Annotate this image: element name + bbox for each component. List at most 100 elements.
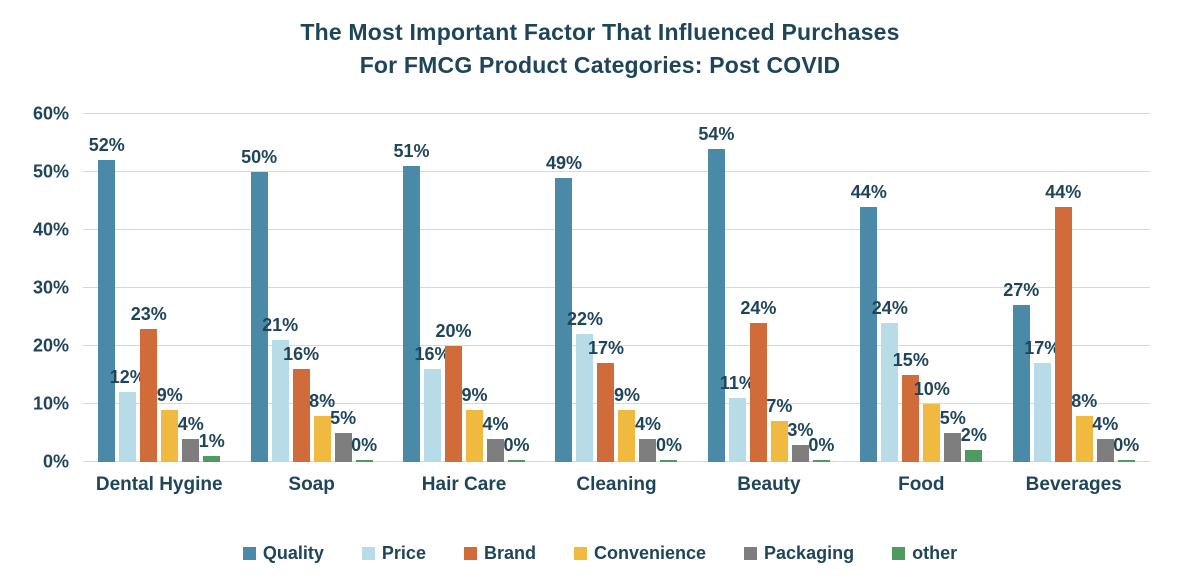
bar-group-food: 44% 24% 15% 10% 5% 2% [845,114,997,462]
y-tick-label-60: 60% [32,103,69,124]
gridline-50 [83,171,1150,172]
bar-brand-cleaning [597,363,615,462]
bar-slot: 3% [787,114,813,462]
bar-brand-beauty [749,322,767,462]
x-axis-label-cleaning: Cleaning [576,474,657,495]
bar-other-cleaning [660,459,678,462]
bar-value-label: 0% [351,434,378,455]
bar-value-label: 20% [435,321,472,342]
bar-value-label: 50% [241,147,278,167]
bar-slot: 16% [415,114,451,462]
bar-brand-dental-hygine [140,328,158,462]
legend-label-other: other [912,543,958,563]
bar-group-dental-hygine: 52% 12% 23% 9% 4% 1% [83,114,235,462]
legend-item-convenience: Convenience [573,543,706,564]
legend-label-packaging: Packaging [764,543,855,563]
bar-packaging-beauty [791,444,809,462]
x-axis-labels: Dental Hygine Soap Hair Care Cleaning Beauty… [83,474,1150,496]
bar-slot: 5% [940,114,966,462]
bar-convenience-beverages [1075,415,1093,462]
bar-other-beauty [812,459,830,462]
plot-area: 0% 10% 20% 30% 40% 50% 60% 52% 12% 23% 9% 4% 1% 50% 2… [33,104,1150,472]
bar-packaging-food [944,433,962,462]
legend-item-packaging: Packaging [744,543,854,564]
bar-value-label: 0% [503,434,530,455]
bar-slot: 16% [283,114,319,462]
bar-value-label: 23% [130,303,167,324]
bar-slot: 44% [1045,114,1081,462]
bar-slot: 0% [656,114,682,462]
bar-slot: 23% [131,114,167,462]
bar-other-soap [355,459,373,462]
bar-slot: 2% [961,114,987,462]
bar-slot: 8% [309,114,335,462]
bar-slot: 15% [893,114,929,462]
bar-convenience-food [923,404,941,462]
bar-value-label: 9% [613,384,640,405]
gridline-0 [83,461,1150,462]
x-axis-label-food: Food [898,474,945,495]
bar-convenience-dental-hygine [161,409,179,462]
legend-item-other: other [892,543,957,564]
bar-value-label: 0% [808,434,835,455]
y-tick-label-30: 30% [32,277,69,298]
bar-other-dental-hygine [203,456,221,462]
bar-price-dental-hygine [119,392,137,462]
bar-slot: 24% [872,114,908,462]
chart-title-line2: For FMCG Product Categories: Post COVID [359,52,841,78]
bar-other-hair-care [508,459,526,462]
bar-value-label: 16% [414,344,451,365]
bar-slot: 24% [740,114,776,462]
y-tick-label-0: 0% [42,451,69,472]
bar-slot: 4% [483,114,509,462]
bar-convenience-soap [313,415,331,462]
bar-value-label: 12% [109,367,146,388]
gridline-10 [83,403,1150,404]
x-axis-label-beauty: Beauty [737,474,801,495]
bar-value-label: 10% [913,379,950,400]
bar-price-beverages [1033,363,1051,462]
x-axis-label-dental-hygine: Dental Hygine [95,474,223,495]
bar-convenience-hair-care [466,409,484,462]
bar-slot: 4% [1092,114,1118,462]
bar-price-hair-care [424,369,442,462]
bar-packaging-soap [334,433,352,462]
bar-value-label: 24% [740,297,777,318]
bar-value-label: 5% [330,408,357,428]
bar-slot: 9% [157,114,183,462]
bar-price-beauty [728,398,746,462]
bar-value-label: 44% [1045,181,1082,202]
bar-convenience-beauty [770,421,788,462]
bar-other-beverages [1117,459,1135,462]
bar-value-label: 8% [1071,390,1098,411]
bar-value-label: 2% [960,425,987,446]
bar-brand-beverages [1054,206,1072,462]
bar-value-label: 16% [283,344,320,365]
bar-slot: 52% [89,114,125,462]
legend-swatch-quality [242,547,256,560]
bar-slot: 51% [394,114,430,462]
bar-group-soap: 50% 21% 16% 8% 5% 0% [235,114,387,462]
gridline-30 [83,287,1150,288]
legend-swatch-packaging [744,547,758,560]
bar-value-label: 4% [634,413,661,434]
bar-slot: 44% [851,114,887,462]
bar-slot: 4% [635,114,661,462]
bar-slot: 7% [766,114,792,462]
bar-group-beauty: 54% 11% 24% 7% 3% 0% [693,114,845,462]
y-tick-label-40: 40% [32,219,69,240]
legend-swatch-brand [463,547,477,560]
bar-slot: 17% [588,114,624,462]
bar-slot: 8% [1071,114,1097,462]
bar-value-label: 7% [766,396,793,417]
bar-slot: 21% [262,114,298,462]
bar-value-label: 4% [482,413,509,434]
legend-item-brand: Brand [463,543,536,564]
bar-value-label: 44% [850,181,887,202]
bar-slot: 0% [1113,114,1139,462]
bar-slot: 49% [546,114,582,462]
bar-quality-hair-care [403,166,421,462]
bar-price-cleaning [576,334,594,462]
bar-value-label: 21% [262,315,299,336]
